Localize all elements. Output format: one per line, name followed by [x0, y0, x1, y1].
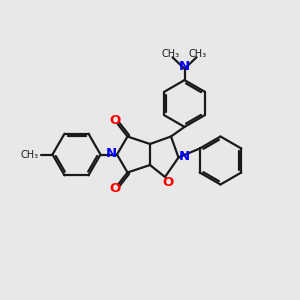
Text: O: O: [109, 114, 121, 127]
Text: N: N: [105, 147, 117, 160]
Text: CH₃: CH₃: [189, 49, 207, 59]
Text: O: O: [162, 176, 174, 189]
Text: N: N: [179, 149, 190, 163]
Text: CH₃: CH₃: [162, 49, 180, 59]
Text: O: O: [109, 182, 121, 195]
Text: N: N: [179, 60, 190, 73]
Text: CH₃: CH₃: [21, 149, 39, 160]
